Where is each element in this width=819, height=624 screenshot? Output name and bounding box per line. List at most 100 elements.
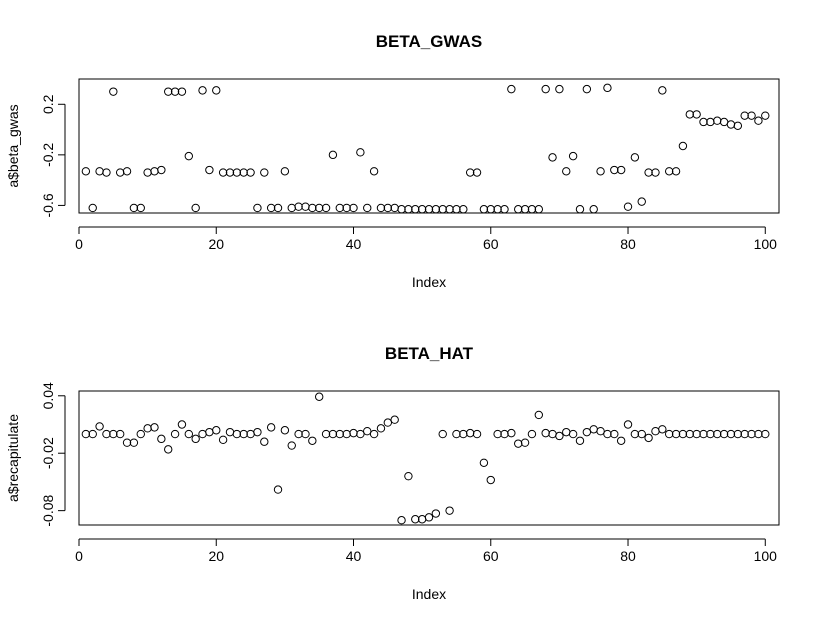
data-point [479,458,489,467]
y-tick-label: 0.2 [40,94,56,114]
data-point [568,151,578,161]
data-point [321,203,331,213]
chart-panel-beta-gwas: BETA_GWAS 0 20 40 60 80 100 -0.6 -0.2 0.2 Index… [5,32,780,290]
data-point [321,429,331,439]
data-point [616,436,626,445]
data-point [541,84,550,94]
data-point [294,202,303,211]
data-point [287,441,296,450]
data-point [273,485,283,494]
y-axis: -0.08 -0.02 0.04 [40,382,66,527]
data-point [555,84,564,94]
data-point [253,203,262,213]
data-point [548,429,557,439]
data-point [157,165,166,175]
data-point [438,205,447,214]
y-tick-label: -0.08 [40,494,56,526]
data-point [397,205,406,214]
data-point [170,429,180,439]
data-point [500,429,509,439]
chart-title: BETA_HAT [385,344,474,363]
data-point [548,153,557,162]
data-point [280,167,290,176]
x-tick-label: 80 [620,548,636,564]
data-point [184,429,194,439]
data-point [754,116,763,125]
data-point [225,168,235,177]
x-tick-label: 60 [483,236,499,252]
data-point [150,167,159,176]
data-point [514,205,523,214]
data-point [184,151,194,161]
data-point [246,429,255,439]
data-point [349,428,358,438]
data-point [143,424,152,433]
data-point [95,167,104,176]
data-point [88,429,97,439]
data-point [88,203,97,213]
data-point [452,429,461,439]
data-point [493,205,502,214]
data-point [671,167,681,176]
data-point [411,205,420,214]
data-point [596,427,605,436]
data-point [363,203,372,213]
data-point [452,205,461,214]
x-tick-label: 40 [346,548,362,564]
data-point [81,167,91,176]
data-point [150,423,159,432]
data-point [678,141,688,151]
data-point [685,110,694,119]
data-point [527,429,537,439]
data-point [301,202,310,211]
data-points [81,392,770,525]
x-axis: 0 20 40 60 80 100 [75,538,777,564]
data-point [562,167,571,176]
data-point [212,86,221,95]
data-point [232,168,242,177]
data-point [699,429,708,439]
data-point [170,87,180,96]
data-point [651,427,660,436]
data-point [472,429,482,439]
data-point [404,471,413,481]
data-point [664,167,674,176]
data-point [191,434,200,444]
data-point [363,427,372,436]
data-point [115,429,125,439]
data-point [644,433,653,443]
data-point [411,515,420,524]
data-point [603,83,612,93]
data-point [713,429,722,439]
data-point [568,429,578,439]
data-point [81,429,91,439]
data-point [500,205,509,214]
data-point [706,117,715,127]
data-point [685,429,694,439]
data-point [534,205,544,214]
data-point [733,429,743,439]
data-point [218,168,228,177]
data-point [459,205,468,214]
data-point [136,203,145,213]
data-point [726,429,736,439]
data-point [122,167,132,176]
data-point [225,427,235,437]
data-point [260,168,269,177]
y-tick-label: 0.04 [40,382,56,409]
data-point [630,429,640,439]
data-point [575,205,585,214]
data-point [623,420,633,429]
data-point [404,205,413,214]
data-point [713,116,722,125]
data-point [747,429,756,439]
data-point [671,429,681,439]
data-point [342,203,351,213]
data-point [562,427,571,437]
plot-frame [78,390,780,526]
data-point [349,203,358,213]
y-axis: -0.6 -0.2 0.2 [40,94,66,217]
x-axis-label: Index [412,586,446,602]
data-point [582,427,592,437]
data-point [260,437,269,446]
